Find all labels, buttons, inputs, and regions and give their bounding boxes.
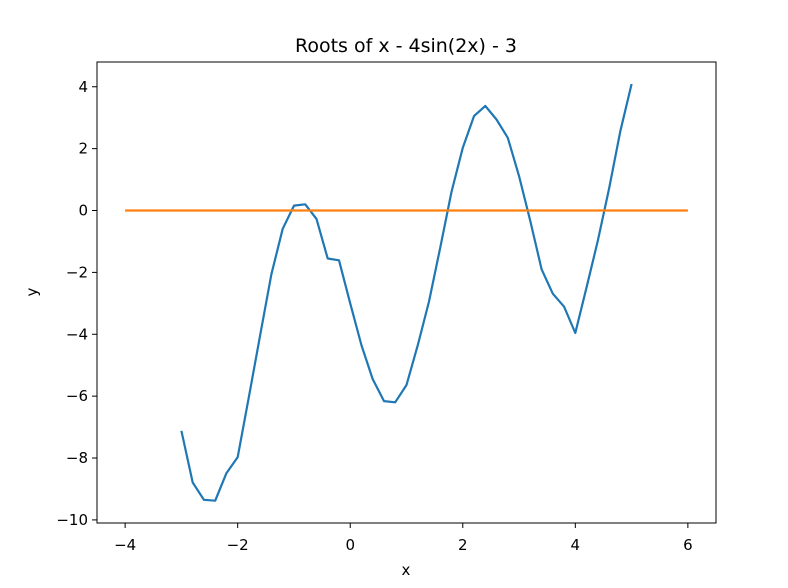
y-tick-label: −8 — [66, 449, 88, 467]
y-tick-label: −6 — [66, 387, 88, 405]
y-tick-label: 2 — [78, 140, 88, 158]
x-tick-label: −2 — [227, 536, 249, 554]
x-tick-label: 0 — [345, 536, 355, 554]
y-tick-label: 4 — [78, 78, 88, 96]
x-axis-ticks: −4 −2 0 2 4 6 — [114, 523, 693, 554]
x-tick-label: −4 — [114, 536, 136, 554]
series-line-0 — [180, 83, 633, 502]
x-tick-label: 6 — [683, 536, 693, 554]
x-tick-label: 4 — [571, 536, 581, 554]
x-axis-label: x — [402, 561, 411, 579]
series-layer — [125, 83, 688, 502]
chart-title: Roots of x - 4sin(2x) - 3 — [295, 35, 517, 57]
y-tick-label: −10 — [56, 511, 88, 529]
x-tick-label: 2 — [458, 536, 468, 554]
y-axis-ticks: −10 −8 −6 −4 −2 0 2 4 — [56, 78, 97, 529]
y-axis-label: y — [23, 287, 41, 296]
plot-area: −4 −2 0 2 4 6 −10 −8 −6 −4 −2 0 2 4 — [56, 61, 717, 554]
y-tick-label: −2 — [66, 263, 88, 281]
axes-frame — [96, 61, 717, 524]
y-tick-label: −4 — [66, 325, 88, 343]
y-tick-label: 0 — [78, 202, 88, 220]
